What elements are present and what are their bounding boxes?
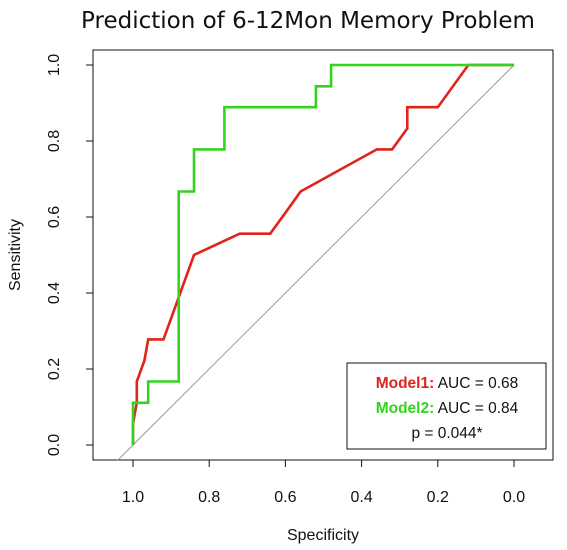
axis-ticks: 1.0 0.8 0.6 0.4 0.2 0.0 0.0 0.2 0.4 0.6 0.8 1.0 [46, 54, 525, 506]
series-line-model1 [131, 63, 514, 445]
y-tick-label: 0.4 [46, 282, 63, 304]
chart-title: Prediction of 6-12Mon Memory Problem [81, 8, 535, 34]
legend-p-value: p = 0.044* [411, 425, 482, 442]
reference-diagonal-line [117, 64, 515, 461]
legend-value-model1: AUC = 0.68 [438, 375, 519, 392]
legend-label-model2: Model2: [376, 400, 435, 417]
legend-box [346, 362, 547, 450]
y-axis-label: Sensitivity [7, 219, 24, 291]
series-line-model2 [131, 63, 514, 445]
x-tick-label: 0.2 [427, 489, 449, 506]
x-tick-label: 1.0 [122, 489, 144, 506]
legend: Model1: AUC = 0.68 Model2: AUC = 0.84 p … [346, 362, 547, 450]
legend-label-model1: Model1: [376, 375, 435, 392]
x-axis-label: Specificity [287, 527, 359, 544]
y-tick-label: 0.6 [46, 206, 63, 228]
x-tick-label: 0.8 [198, 489, 220, 506]
legend-entry-model2: Model2: AUC = 0.84 [376, 400, 519, 417]
x-tick-label: 0.6 [274, 489, 296, 506]
plot-frame [92, 49, 554, 461]
y-tick-label: 0.8 [46, 130, 63, 152]
x-tick-label: 0.4 [350, 489, 372, 506]
x-tick-label: 0.0 [503, 489, 525, 506]
y-tick-label: 0.2 [46, 358, 63, 380]
legend-entry-model1: Model1: AUC = 0.68 [376, 375, 519, 392]
y-tick-label: 1.0 [46, 54, 63, 76]
legend-value-model2: AUC = 0.84 [438, 400, 519, 417]
series-layer [131, 63, 514, 445]
y-tick-label: 0.0 [46, 434, 63, 456]
